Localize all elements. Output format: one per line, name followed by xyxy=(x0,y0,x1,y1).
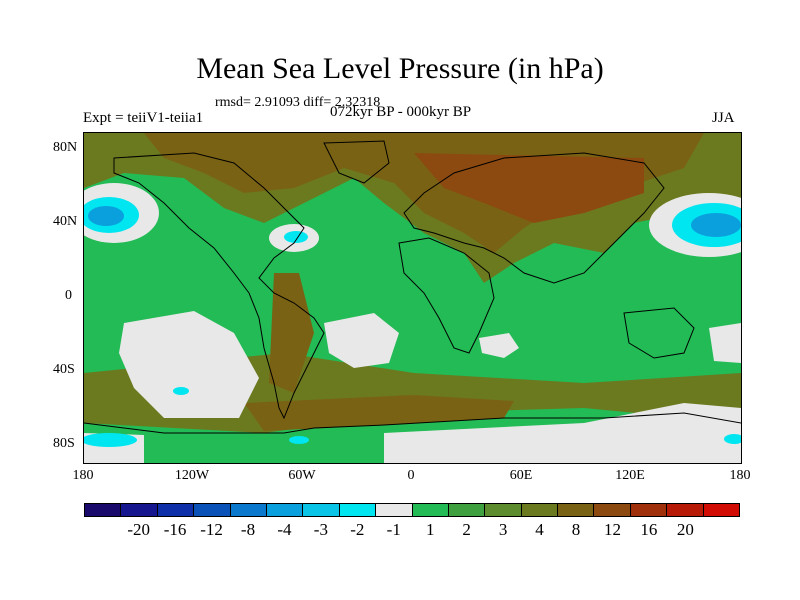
colorbar-tick-label: -12 xyxy=(200,520,223,539)
field-s-pole-low-b xyxy=(289,436,309,444)
lat-tick-label: 80S xyxy=(53,436,75,451)
colorbar-tick-label: 12 xyxy=(603,520,621,539)
lat-tick-label: 80N xyxy=(53,140,78,155)
colorbar-tick-label: 8 xyxy=(571,520,581,539)
field-s-pole-low-a xyxy=(84,433,137,447)
stats-annotation: rmsd= 2.91093 diff= 2.32318 xyxy=(215,95,381,110)
colorbar-tick-label: -2 xyxy=(350,520,365,539)
colorbar-swatch xyxy=(485,504,522,516)
lon-tick-label: 180 xyxy=(72,468,94,483)
field-south-atlantic-negative xyxy=(324,313,399,368)
colorbar-swatch xyxy=(303,504,340,516)
field-indian-negative xyxy=(479,333,519,358)
colorbar-swatch xyxy=(157,504,195,516)
colorbar-tick-label: 2 xyxy=(462,520,471,539)
field-spac-small-low xyxy=(173,387,189,395)
lat-tick-label: 0 xyxy=(65,288,72,303)
colorbar-tick-label: -8 xyxy=(240,520,256,539)
field-asia-strong xyxy=(414,153,644,223)
map-plot-area xyxy=(83,132,742,464)
colorbar-tick-label: 1 xyxy=(425,520,435,539)
colorbar-swatch xyxy=(630,504,668,516)
experiment-label: Expt = teiiV1-teiia1 xyxy=(83,110,204,126)
field-s-pole-low-c xyxy=(724,434,741,444)
lat-tick-label: 40S xyxy=(53,362,75,377)
colorbar-tick-label: 20 xyxy=(676,520,694,539)
colorbar-swatch xyxy=(521,504,559,516)
period-label: 072kyr BP - 000kyr BP xyxy=(330,104,472,120)
colorbar-swatch xyxy=(194,504,231,516)
field-npac-east-low-center xyxy=(691,213,741,237)
lon-tick-label: 120W xyxy=(174,468,210,483)
field-npac-west-low-center xyxy=(88,206,124,226)
field-andes xyxy=(269,273,314,393)
field-antarctic-negative xyxy=(384,403,741,463)
colorbar-swatch xyxy=(667,504,704,516)
chart-title: Mean Sea Level Pressure (in hPa) xyxy=(196,52,604,85)
colorbar-swatch xyxy=(594,504,631,516)
colorbar-swatch xyxy=(266,504,304,516)
colorbar-tick-label: 3 xyxy=(498,520,508,539)
field-south-pacific-negative xyxy=(119,311,259,418)
colorbar-swatch xyxy=(85,504,122,516)
field-australia-negative xyxy=(709,323,741,363)
colorbar-tick-label: -4 xyxy=(277,520,292,539)
colorbar-swatch xyxy=(703,504,740,516)
colorbar-swatch xyxy=(230,504,267,516)
lon-tick-label: 60W xyxy=(288,468,316,483)
colorbar-tick-label: -20 xyxy=(127,520,150,539)
field-south-strong xyxy=(244,395,514,431)
colorbar-tick-label: -3 xyxy=(313,520,328,539)
lon-tick-label: 0 xyxy=(407,468,415,483)
lon-tick-label: 120E xyxy=(615,468,645,483)
colorbar-tick-label: 16 xyxy=(640,520,658,539)
colorbar-swatch xyxy=(448,504,486,516)
coastlines xyxy=(84,140,741,434)
season-label: JJA xyxy=(712,110,735,126)
colorbar-swatch xyxy=(412,504,449,516)
lat-tick-label: 40N xyxy=(53,214,78,229)
colorbar-swatch xyxy=(339,504,377,516)
lon-tick-label: 60E xyxy=(509,468,533,483)
colorbar-tick-label: -1 xyxy=(386,520,401,539)
lon-tick-label: 180 xyxy=(729,468,751,483)
colorbar-swatch xyxy=(558,504,595,516)
colorbar-swatch xyxy=(121,504,158,516)
field-natl-low-core xyxy=(284,231,308,243)
colorbar-swatch xyxy=(376,504,413,516)
colorbar-tick-label: 4 xyxy=(535,520,544,539)
colorbar xyxy=(84,503,740,517)
map-canvas xyxy=(84,133,741,463)
colorbar-tick-label: -16 xyxy=(163,520,187,539)
